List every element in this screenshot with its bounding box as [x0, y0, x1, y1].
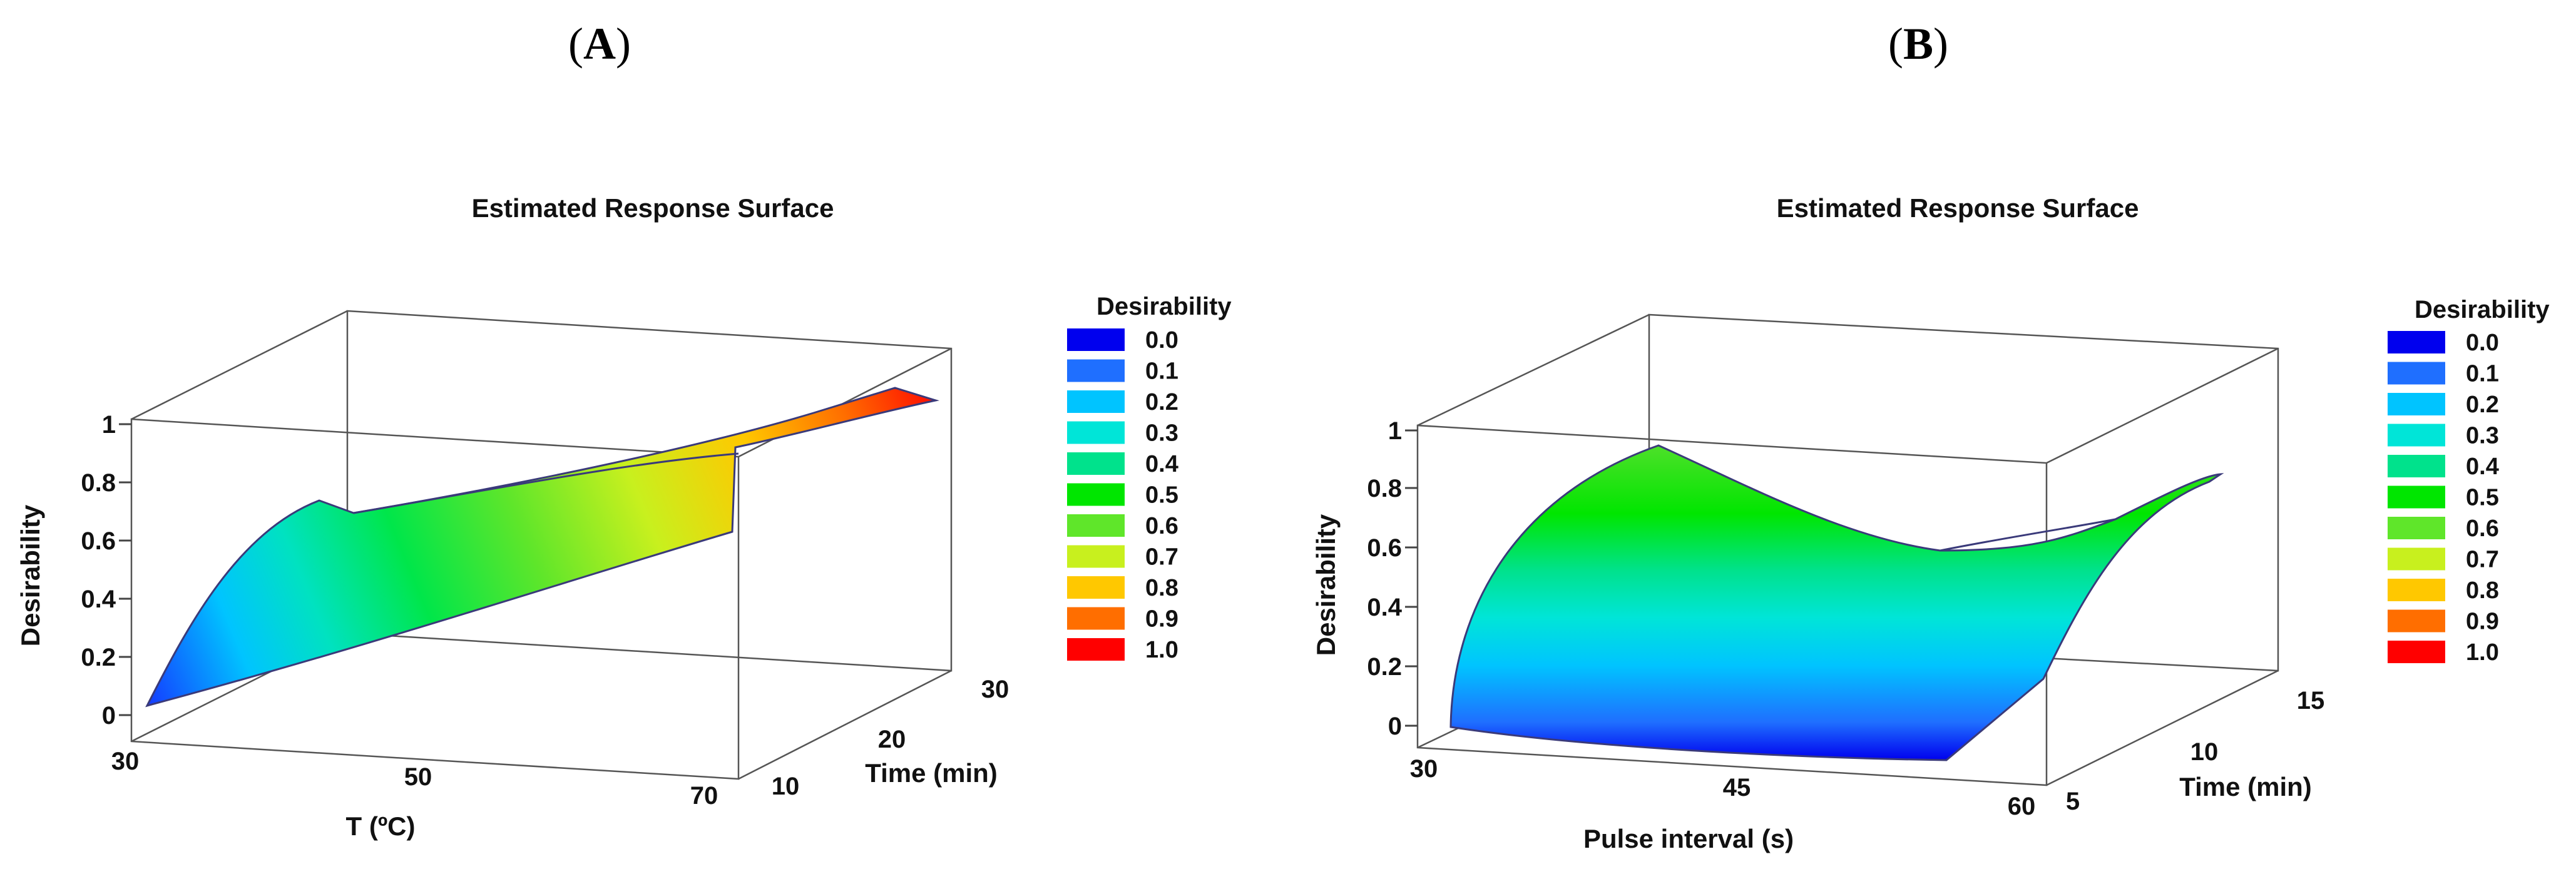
- legend-swatch: [2388, 455, 2445, 477]
- x-tick-label: 45: [1723, 774, 1751, 801]
- legend-b: Desirability 0.0 0.1 0.2 0.3 0.4 0.5 0.6 0.7 0.8…: [2388, 296, 2550, 666]
- legend-swatch: [1067, 576, 1125, 599]
- chart-title-b: Estimated Response Surface: [1777, 193, 2139, 223]
- legend-swatch: [1067, 452, 1125, 475]
- front-wall-a: [130, 418, 740, 780]
- legend-swatch: [2388, 547, 2445, 571]
- z-axis-b: 0 0.2 0.4 0.6 0.8 1: [1367, 417, 1418, 740]
- x-tick-label: 50: [404, 763, 432, 791]
- y-tick-label: 15: [2297, 687, 2325, 714]
- x-tick-label: 30: [1410, 755, 1438, 783]
- z-tick-label: 0.4: [81, 586, 116, 613]
- x-axis-b: 30 45 60: [1410, 755, 2036, 820]
- legend-label: 0.4: [1145, 451, 1178, 477]
- surface-ridge-a: [353, 452, 739, 514]
- x-tick-label: 30: [111, 748, 140, 775]
- y-tick-label: 10: [2190, 738, 2219, 766]
- y-axis-a: 10 20 30: [772, 676, 1009, 800]
- legend-label: 0.5: [1145, 482, 1178, 509]
- legend-label: 0.0: [1145, 327, 1178, 353]
- x-axis-a: 30 50 70: [111, 748, 718, 810]
- legend-label: 0.9: [2466, 609, 2499, 635]
- legend-swatch: [1067, 514, 1125, 537]
- response-surface-b: [1449, 444, 2224, 761]
- legend-label: 0.1: [2466, 361, 2499, 387]
- legend-label: 0.8: [2466, 577, 2499, 604]
- y-axis-label-a: Time (min): [865, 758, 998, 788]
- legend-swatch: [1067, 483, 1125, 506]
- z-tick-label: 0.8: [81, 469, 116, 497]
- legend-label: 0.3: [2466, 423, 2499, 449]
- legend-title-b: Desirability: [2415, 296, 2550, 323]
- y-tick-label: 10: [772, 773, 800, 800]
- response-surface-a: [145, 387, 939, 708]
- legend-swatch: [2388, 424, 2445, 447]
- z-tick-label: 0.2: [1367, 653, 1402, 681]
- x-axis-label-b: Pulse interval (s): [1583, 824, 1794, 853]
- legend-label: 0.7: [1145, 544, 1178, 571]
- legend-swatch: [2388, 609, 2445, 633]
- panel-label-a: (A): [568, 19, 631, 69]
- legend-label: 0.7: [2466, 547, 2499, 573]
- z-tick-label: 0.6: [1367, 534, 1402, 562]
- z-axis-a: 0 0.2 0.4 0.6 0.8 1: [81, 411, 131, 729]
- legend-swatch: [1067, 328, 1125, 351]
- legend-label: 1.0: [2466, 639, 2499, 666]
- legend-swatch: [2388, 517, 2445, 539]
- z-tick-label: 0.4: [1367, 594, 1402, 621]
- y-tick-label: 5: [2066, 788, 2080, 815]
- x-tick-label: 60: [2008, 793, 2036, 820]
- panel-a: (A) Estimated Response Surface 0 0.2 0.4…: [16, 19, 1232, 841]
- y-axis-label-b: Time (min): [2179, 772, 2312, 801]
- z-tick-label: 0: [102, 702, 116, 729]
- z-tick-label: 0: [1388, 713, 1402, 740]
- legend-label: 0.8: [1145, 575, 1178, 601]
- legend-label: 0.3: [1145, 420, 1178, 447]
- legend-swatch: [1067, 607, 1125, 630]
- legend-label: 0.6: [2466, 516, 2499, 542]
- panel-b: (B) Estimated Response Surface 0 0.2 0.4…: [1311, 19, 2550, 853]
- legend-swatch: [2388, 641, 2445, 663]
- legend-swatch: [2388, 485, 2445, 509]
- legend-label: 0.0: [2466, 330, 2499, 356]
- legend-swatch: [1067, 638, 1125, 661]
- legend-swatch: [1067, 545, 1125, 568]
- legend-label: 0.5: [2466, 485, 2499, 511]
- legend-swatch: [2388, 331, 2445, 353]
- z-tick-label: 1: [102, 411, 116, 439]
- z-tick-label: 0.8: [1367, 475, 1402, 502]
- legend-swatch: [1067, 390, 1125, 413]
- x-axis-label-a: T (ºC): [346, 811, 416, 841]
- legend-swatch: [1067, 359, 1125, 382]
- z-tick-label: 0.6: [81, 527, 116, 555]
- legend-label: 0.4: [2466, 454, 2499, 480]
- legend-label: 0.9: [1145, 606, 1178, 633]
- y-tick-label: 30: [981, 676, 1009, 703]
- y-tick-label: 20: [878, 726, 906, 753]
- z-tick-label: 1: [1388, 417, 1402, 445]
- z-tick-label: 0.2: [81, 644, 116, 671]
- z-axis-label-a: Desirability: [16, 504, 45, 646]
- surface-ridge-b: [1940, 518, 2116, 552]
- front-wall-b: [1416, 424, 2048, 786]
- x-tick-label: 70: [690, 782, 718, 810]
- z-axis-label-b: Desirability: [1311, 514, 1341, 656]
- legend-swatch: [1067, 421, 1125, 444]
- chart-title-a: Estimated Response Surface: [472, 193, 834, 223]
- legend-label: 0.1: [1145, 358, 1178, 385]
- legend-title-a: Desirability: [1096, 293, 1232, 320]
- panel-label-b: (B): [1888, 19, 1948, 69]
- legend-label: 0.6: [1145, 513, 1178, 539]
- y-axis-b: 5 10 15: [2066, 687, 2324, 815]
- legend-swatch: [2388, 579, 2445, 601]
- legend-swatch: [2388, 393, 2445, 415]
- legend-a: Desirability 0.0 0.1 0.2 0.3 0.4 0.5 0.6 0.7 0.8…: [1067, 293, 1232, 663]
- legend-label: 0.2: [1145, 389, 1178, 415]
- legend-swatch: [2388, 362, 2445, 385]
- legend-label: 0.2: [2466, 392, 2499, 418]
- legend-label: 1.0: [1145, 637, 1178, 663]
